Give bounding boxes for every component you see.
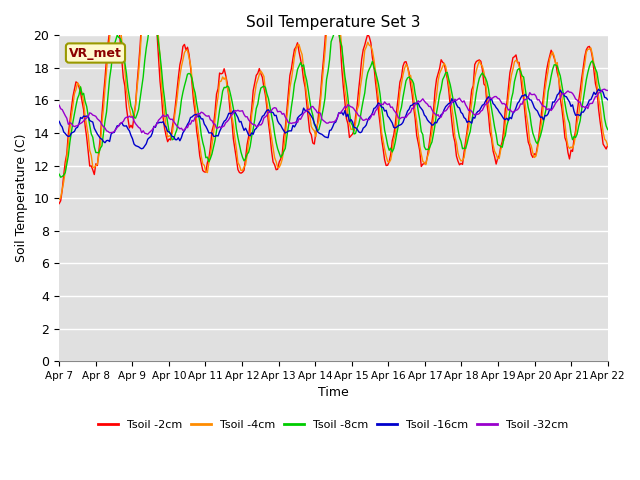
Tsoil -4cm [604,143,612,148]
Tsoil -32cm [55,102,63,108]
Tsoil -4cm [575,112,582,118]
Tsoil -16cm [595,86,602,92]
Line: Tsoil -32cm: Tsoil -32cm [59,89,608,134]
Tsoil -32cm [604,87,612,93]
Y-axis label: Soil Temperature (C): Soil Temperature (C) [15,134,28,263]
Title: Soil Temperature Set 3: Soil Temperature Set 3 [246,15,420,30]
Tsoil -2cm [122,104,130,110]
Tsoil -2cm [248,106,255,112]
Tsoil -16cm [297,112,305,118]
Tsoil -16cm [220,119,228,124]
Tsoil -8cm [240,158,248,164]
Tsoil -32cm [239,108,246,114]
Tsoil -16cm [575,112,582,118]
Tsoil -32cm [220,123,228,129]
Tsoil -8cm [57,174,65,180]
Tsoil -2cm [575,98,582,104]
Tsoil -8cm [222,85,230,91]
Tsoil -4cm [239,168,246,173]
Tsoil -4cm [55,196,63,202]
Tsoil -16cm [122,123,130,129]
Tsoil -32cm [575,99,582,105]
Tsoil -2cm [297,57,305,62]
Line: Tsoil -4cm: Tsoil -4cm [59,0,608,199]
Tsoil -32cm [144,132,152,137]
Tsoil -8cm [55,171,63,177]
Tsoil -8cm [298,63,306,69]
Line: Tsoil -16cm: Tsoil -16cm [59,89,608,149]
Tsoil -16cm [239,123,246,129]
Tsoil -4cm [122,87,130,93]
Legend: Tsoil -2cm, Tsoil -4cm, Tsoil -8cm, Tsoil -16cm, Tsoil -32cm: Tsoil -2cm, Tsoil -4cm, Tsoil -8cm, Tsoi… [94,416,573,434]
Tsoil -8cm [124,85,132,91]
Tsoil -16cm [138,146,145,152]
X-axis label: Time: Time [318,386,349,399]
Tsoil -16cm [55,119,63,124]
Tsoil -4cm [297,48,305,53]
Tsoil -8cm [604,127,612,132]
Tsoil -2cm [220,66,228,72]
Tsoil -32cm [248,120,255,126]
Text: VR_met: VR_met [69,47,122,60]
Tsoil -8cm [250,126,257,132]
Tsoil -16cm [604,97,612,103]
Tsoil -32cm [297,117,305,122]
Tsoil -2cm [55,201,63,206]
Tsoil -2cm [604,142,612,148]
Tsoil -8cm [577,118,584,124]
Tsoil -32cm [122,114,130,120]
Tsoil -8cm [148,15,156,21]
Tsoil -32cm [601,86,609,92]
Tsoil -16cm [248,130,255,136]
Tsoil -2cm [239,169,246,175]
Line: Tsoil -2cm: Tsoil -2cm [59,0,608,204]
Tsoil -4cm [220,76,228,82]
Tsoil -4cm [248,112,255,118]
Line: Tsoil -8cm: Tsoil -8cm [59,18,608,177]
